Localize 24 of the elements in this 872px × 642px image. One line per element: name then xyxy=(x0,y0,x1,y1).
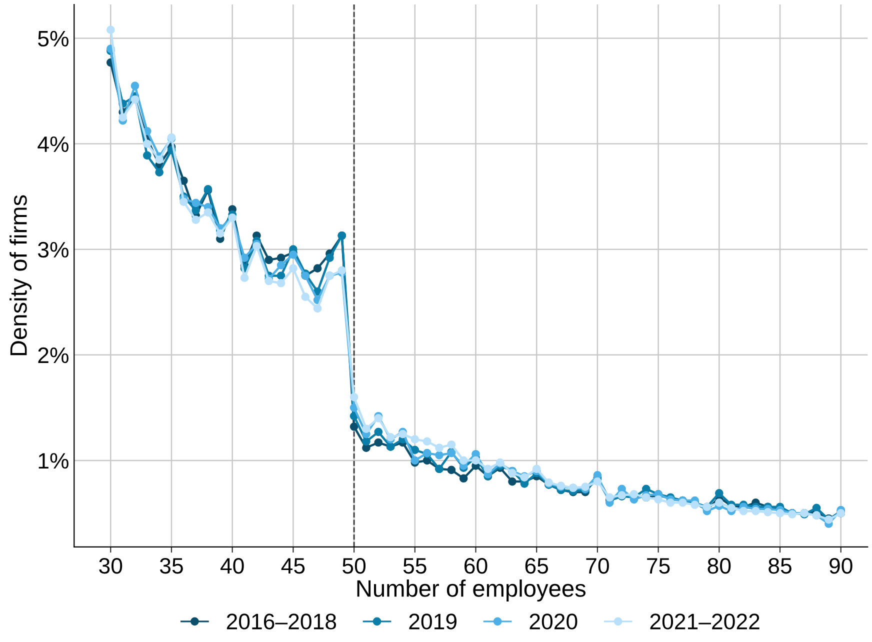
legend-label: 2019 xyxy=(409,614,456,630)
x-tick-label: 55 xyxy=(403,558,426,574)
x-tick-label: 90 xyxy=(830,558,852,574)
y-tick-label: 1% xyxy=(38,453,68,469)
x-tick-label: 50 xyxy=(342,558,366,574)
x-tick-label: 40 xyxy=(220,558,244,574)
x-tick-label: 30 xyxy=(99,558,122,574)
legend-label: 2021–2022 xyxy=(650,614,760,630)
x-tick-label: 70 xyxy=(586,558,609,574)
x-tick-label: 80 xyxy=(708,558,731,574)
legend-label: 2020 xyxy=(530,614,578,630)
y-tick-label: 4% xyxy=(38,136,68,152)
x-axis-title: Number of employees xyxy=(357,580,586,602)
x-tick-label: 75 xyxy=(647,558,670,574)
x-tick-label: 45 xyxy=(281,558,305,574)
x-tick-label: 85 xyxy=(768,558,792,574)
y-axis-title: Density of firms xyxy=(10,195,32,356)
x-tick-label: 35 xyxy=(160,558,183,574)
y-tick-label: 3% xyxy=(38,242,68,258)
x-tick-label: 60 xyxy=(464,558,488,574)
x-tick-label: 65 xyxy=(525,558,548,574)
y-tick-label: 2% xyxy=(38,347,68,364)
y-tick-label: 5% xyxy=(38,30,68,47)
legend-label: 2016–2018 xyxy=(226,614,336,630)
